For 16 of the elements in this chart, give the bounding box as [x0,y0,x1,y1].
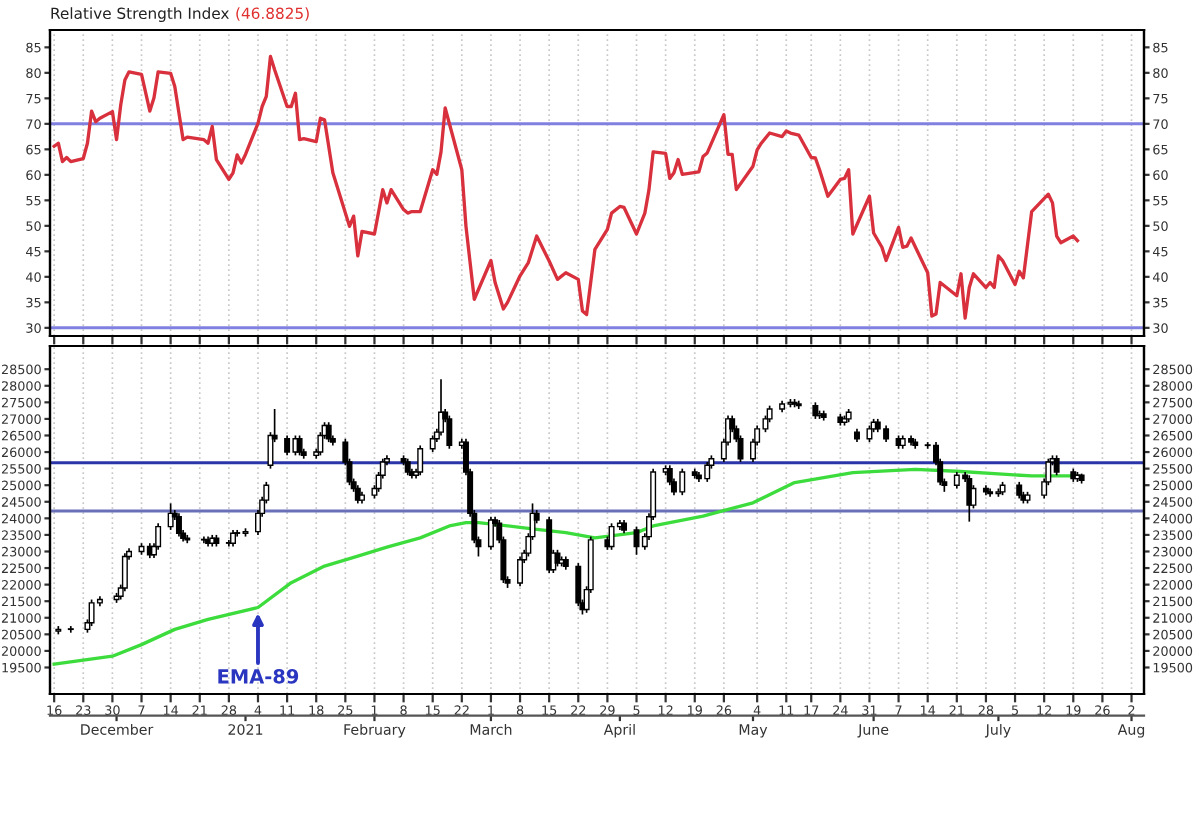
candlestick [284,434,291,457]
candlestick [155,522,162,551]
candlestick [88,598,95,627]
candlestick [296,434,303,457]
candlestick [175,512,182,538]
candlestick [679,467,686,496]
candlestick [417,444,424,477]
candlestick [121,552,128,593]
candlestick [704,461,711,483]
line-series [52,467,1080,666]
annotation: EMA-89 [218,668,299,684]
candlestick [575,562,582,608]
line-series [52,54,1080,320]
candlestick [446,414,453,450]
candlestick [517,555,524,588]
candlestick [67,625,74,634]
